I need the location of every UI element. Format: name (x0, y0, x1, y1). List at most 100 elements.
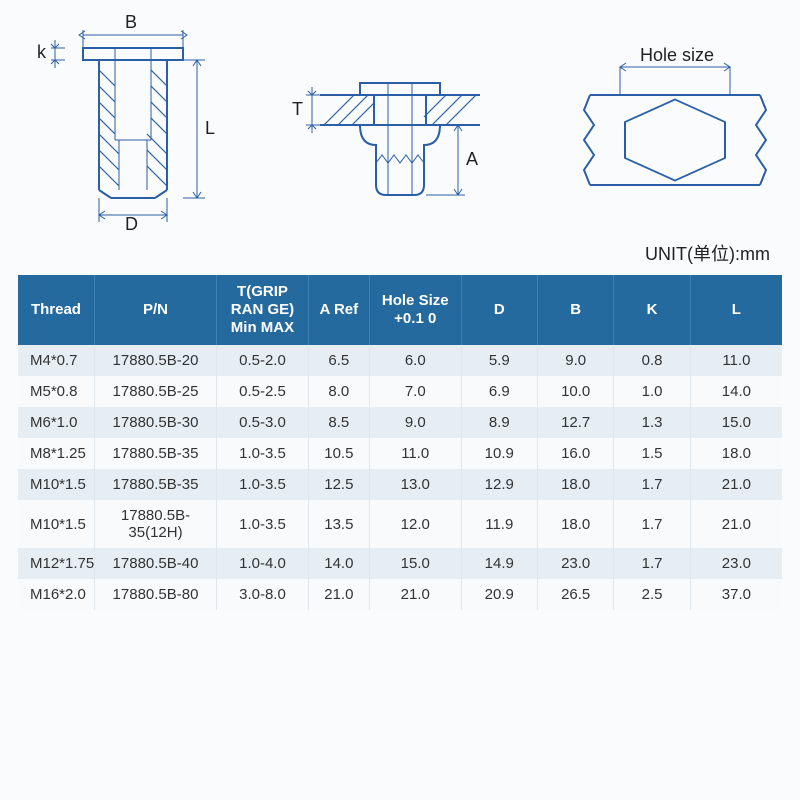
table-row: M8*1.2517880.5B-351.0-3.510.511.010.916.… (18, 438, 782, 469)
diagram-hole: Hole size (584, 45, 766, 185)
table-cell: M10*1.5 (18, 469, 94, 500)
table-cell: 12.7 (537, 407, 613, 438)
table-cell: 5.9 (461, 345, 537, 376)
spec-table-wrap: Thread P/N T(GRIP RAN GE) Min MAX A Ref … (18, 275, 782, 610)
col-t: T(GRIP RAN GE) Min MAX (217, 275, 309, 345)
table-cell: 10.0 (537, 376, 613, 407)
unit-label: UNIT(单位):mm (645, 240, 770, 266)
label-D: D (125, 214, 138, 234)
table-cell: 8.9 (461, 407, 537, 438)
col-d: D (461, 275, 537, 345)
table-cell: 21.0 (308, 579, 369, 610)
table-cell: 14.0 (690, 376, 782, 407)
table-cell: 26.5 (537, 579, 613, 610)
table-cell: 15.0 (690, 407, 782, 438)
table-cell: M16*2.0 (18, 579, 94, 610)
table-cell: 15.0 (369, 548, 461, 579)
table-cell: 18.0 (690, 438, 782, 469)
table-cell: 13.5 (308, 500, 369, 548)
table-cell: 1.3 (614, 407, 690, 438)
table-cell: 3.0-8.0 (217, 579, 309, 610)
label-L: L (205, 118, 215, 138)
col-a: A Ref (308, 275, 369, 345)
table-cell: 13.0 (369, 469, 461, 500)
diagram-section: B k (37, 12, 215, 234)
table-cell: 37.0 (690, 579, 782, 610)
table-cell: 12.9 (461, 469, 537, 500)
table-cell: 1.0 (614, 376, 690, 407)
table-cell: 8.5 (308, 407, 369, 438)
table-cell: 14.9 (461, 548, 537, 579)
table-cell: 17880.5B-20 (94, 345, 216, 376)
table-row: M16*2.017880.5B-803.0-8.021.021.020.926.… (18, 579, 782, 610)
table-cell: 17880.5B-35 (94, 438, 216, 469)
table-cell: 17880.5B-30 (94, 407, 216, 438)
col-b: B (537, 275, 613, 345)
table-cell: 1.0-3.5 (217, 469, 309, 500)
table-cell: 10.5 (308, 438, 369, 469)
table-cell: 1.7 (614, 469, 690, 500)
table-cell: 21.0 (690, 469, 782, 500)
table-row: M5*0.817880.5B-250.5-2.58.07.06.910.01.0… (18, 376, 782, 407)
table-cell: 8.0 (308, 376, 369, 407)
table-cell: 12.5 (308, 469, 369, 500)
col-thread: Thread (18, 275, 94, 345)
table-cell: 11.0 (369, 438, 461, 469)
label-T: T (292, 99, 303, 119)
table-cell: 23.0 (690, 548, 782, 579)
table-cell: 1.7 (614, 500, 690, 548)
table-cell: 2.5 (614, 579, 690, 610)
col-pn: P/N (94, 275, 216, 345)
table-cell: 10.9 (461, 438, 537, 469)
table-cell: 1.0-3.5 (217, 500, 309, 548)
table-row: M6*1.017880.5B-300.5-3.08.59.08.912.71.3… (18, 407, 782, 438)
table-cell: 6.9 (461, 376, 537, 407)
table-cell: 21.0 (690, 500, 782, 548)
table-cell: 11.9 (461, 500, 537, 548)
technical-diagrams: B k (20, 10, 780, 230)
table-cell: 9.0 (369, 407, 461, 438)
table-cell: M6*1.0 (18, 407, 94, 438)
table-cell: 1.5 (614, 438, 690, 469)
table-row: M12*1.7517880.5B-401.0-4.014.015.014.923… (18, 548, 782, 579)
table-cell: 1.7 (614, 548, 690, 579)
table-cell: 17880.5B-35 (94, 469, 216, 500)
table-cell: 0.5-3.0 (217, 407, 309, 438)
table-cell: 6.5 (308, 345, 369, 376)
table-cell: 9.0 (537, 345, 613, 376)
table-cell: 17880.5B-80 (94, 579, 216, 610)
table-cell: 21.0 (369, 579, 461, 610)
table-cell: 18.0 (537, 500, 613, 548)
table-header-row: Thread P/N T(GRIP RAN GE) Min MAX A Ref … (18, 275, 782, 345)
table-cell: 14.0 (308, 548, 369, 579)
spec-table: Thread P/N T(GRIP RAN GE) Min MAX A Ref … (18, 275, 782, 610)
table-cell: 6.0 (369, 345, 461, 376)
table-cell: 1.0-3.5 (217, 438, 309, 469)
label-hole: Hole size (640, 45, 714, 65)
table-row: M10*1.517880.5B-351.0-3.512.513.012.918.… (18, 469, 782, 500)
col-k: K (614, 275, 690, 345)
col-hole: Hole Size +0.1 0 (369, 275, 461, 345)
table-cell: 11.0 (690, 345, 782, 376)
table-cell: 23.0 (537, 548, 613, 579)
table-row: M4*0.717880.5B-200.5-2.06.56.05.99.00.81… (18, 345, 782, 376)
table-cell: 0.8 (614, 345, 690, 376)
table-cell: 0.5-2.5 (217, 376, 309, 407)
page: B k (0, 0, 800, 800)
col-l: L (690, 275, 782, 345)
table-row: M10*1.517880.5B-35(12H)1.0-3.513.512.011… (18, 500, 782, 548)
table-cell: 17880.5B-35(12H) (94, 500, 216, 548)
table-cell: M4*0.7 (18, 345, 94, 376)
label-B: B (125, 12, 137, 32)
table-cell: 7.0 (369, 376, 461, 407)
table-cell: 20.9 (461, 579, 537, 610)
label-k: k (37, 42, 47, 62)
table-cell: 17880.5B-40 (94, 548, 216, 579)
table-cell: M10*1.5 (18, 500, 94, 548)
diagram-installed: T A (292, 83, 480, 195)
table-cell: 16.0 (537, 438, 613, 469)
table-cell: M5*0.8 (18, 376, 94, 407)
table-cell: M12*1.75 (18, 548, 94, 579)
table-cell: 17880.5B-25 (94, 376, 216, 407)
table-cell: 18.0 (537, 469, 613, 500)
